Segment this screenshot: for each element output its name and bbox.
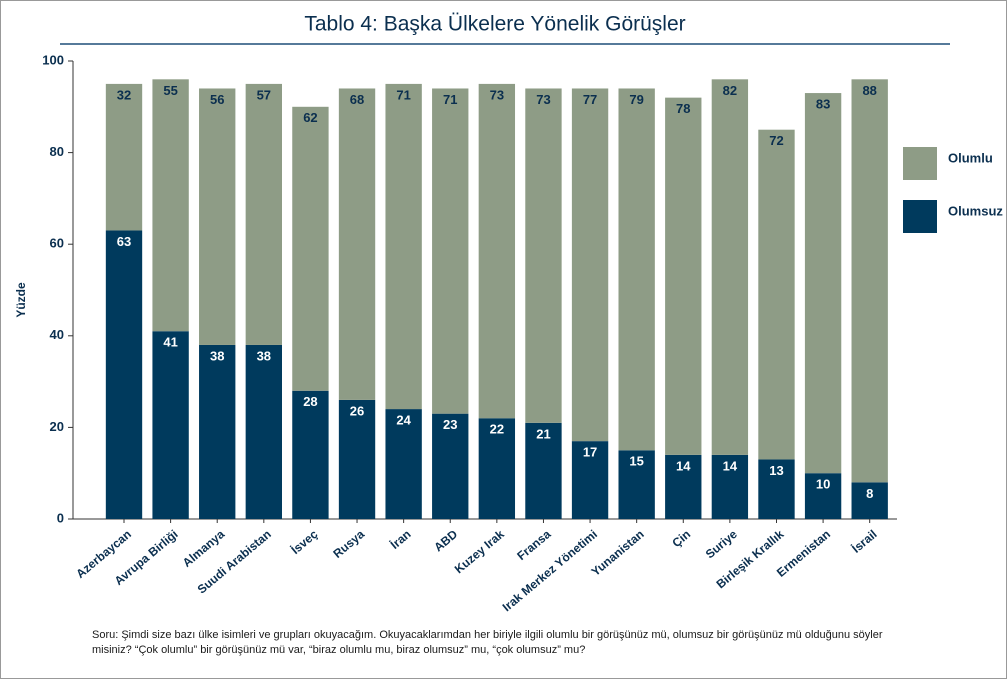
x-tick-label: ABD bbox=[431, 527, 460, 555]
data-label: 13 bbox=[769, 463, 783, 478]
x-tick-label: Kuzey Irak bbox=[452, 527, 507, 577]
legend-swatch bbox=[903, 147, 937, 180]
data-label: 21 bbox=[536, 426, 550, 441]
data-label: 38 bbox=[257, 348, 271, 363]
y-tick-label: 100 bbox=[42, 52, 64, 67]
note: Soru: Şimdi size bazı ülke isimleri ve g… bbox=[92, 629, 883, 656]
data-label: 71 bbox=[396, 87, 410, 102]
data-label: 55 bbox=[163, 83, 177, 98]
x-tick-label: İran bbox=[387, 526, 414, 552]
legend-label: Olumlu bbox=[948, 150, 993, 165]
bar-segment bbox=[571, 441, 609, 519]
data-label: 23 bbox=[443, 417, 457, 432]
bar-segment bbox=[292, 390, 329, 519]
data-label: 68 bbox=[350, 92, 364, 107]
x-tick-label: Çin bbox=[669, 527, 693, 550]
data-label: 38 bbox=[210, 348, 224, 363]
bar-segment bbox=[804, 93, 842, 474]
bar-segment bbox=[851, 482, 888, 519]
data-label: 15 bbox=[629, 454, 643, 469]
bar-segment bbox=[618, 450, 655, 519]
legend-label: Olumsuz bbox=[948, 203, 1003, 218]
bar-segment bbox=[105, 230, 143, 519]
data-label: 24 bbox=[396, 413, 411, 428]
bar-segment bbox=[385, 83, 422, 410]
y-tick-label: 0 bbox=[57, 510, 64, 525]
bar-segment bbox=[851, 79, 888, 483]
data-label: 73 bbox=[490, 87, 504, 102]
y-tick-label: 40 bbox=[50, 327, 64, 342]
data-label: 41 bbox=[163, 335, 177, 350]
data-label: 8 bbox=[866, 486, 873, 501]
bar-segment bbox=[338, 88, 376, 400]
data-label: 32 bbox=[117, 87, 131, 102]
data-label: 78 bbox=[676, 101, 690, 116]
bar-segment bbox=[432, 413, 469, 519]
bar-segment bbox=[385, 409, 422, 519]
x-tick-label: Fransa bbox=[514, 527, 553, 563]
data-label: 83 bbox=[816, 96, 830, 111]
x-tick-label: İsrail bbox=[849, 526, 880, 556]
bar-segment bbox=[478, 83, 516, 419]
bar-segment bbox=[199, 344, 236, 519]
data-label: 14 bbox=[723, 458, 738, 473]
bar-segment bbox=[665, 97, 702, 455]
bar-segment bbox=[152, 331, 189, 519]
x-tick-label: Rusya bbox=[330, 527, 367, 561]
data-label: 72 bbox=[769, 133, 783, 148]
chart-title: Tablo 4: Başka Ülkelere Yönelik Görüşler bbox=[304, 13, 685, 36]
x-tick-label: Suriye bbox=[703, 527, 740, 562]
bar-segment bbox=[152, 79, 189, 332]
bar-segment bbox=[199, 88, 236, 345]
data-label: 63 bbox=[117, 234, 131, 249]
bar-segment bbox=[758, 129, 795, 460]
bar-segment bbox=[432, 88, 469, 414]
data-label: 88 bbox=[862, 83, 876, 98]
data-label: 82 bbox=[723, 83, 737, 98]
bar-segment bbox=[571, 88, 609, 442]
bar-segment bbox=[711, 454, 749, 519]
bar-segment bbox=[665, 454, 702, 519]
x-tick-label: İsveç bbox=[288, 526, 321, 557]
bar-segment bbox=[525, 422, 562, 519]
bar-segment bbox=[525, 88, 562, 423]
data-label: 71 bbox=[443, 92, 457, 107]
bar-segment bbox=[292, 106, 329, 391]
bar-segment bbox=[245, 344, 282, 519]
y-axis-label: Yüzde bbox=[14, 282, 28, 318]
bar-segment bbox=[245, 83, 282, 345]
data-label: 17 bbox=[583, 445, 597, 460]
data-label: 14 bbox=[676, 458, 691, 473]
bar-segment bbox=[478, 418, 516, 519]
bar-segment bbox=[618, 88, 655, 451]
data-label: 10 bbox=[816, 477, 830, 492]
bar-segment bbox=[105, 83, 143, 231]
bar-segment bbox=[758, 459, 795, 519]
data-label: 57 bbox=[257, 87, 271, 102]
legend-swatch bbox=[903, 200, 937, 233]
data-label: 28 bbox=[303, 394, 317, 409]
data-label: 79 bbox=[629, 92, 643, 107]
data-label: 56 bbox=[210, 92, 224, 107]
bar-segment bbox=[338, 399, 376, 519]
y-tick-label: 20 bbox=[50, 419, 64, 434]
data-label: 62 bbox=[303, 110, 317, 125]
data-label: 26 bbox=[350, 403, 364, 418]
data-label: 73 bbox=[536, 92, 550, 107]
y-tick-label: 80 bbox=[50, 144, 64, 159]
data-label: 22 bbox=[490, 422, 504, 437]
data-label: 77 bbox=[583, 92, 597, 107]
y-tick-label: 60 bbox=[50, 236, 64, 251]
bar-segment bbox=[711, 79, 749, 455]
bar-segment bbox=[804, 473, 842, 519]
